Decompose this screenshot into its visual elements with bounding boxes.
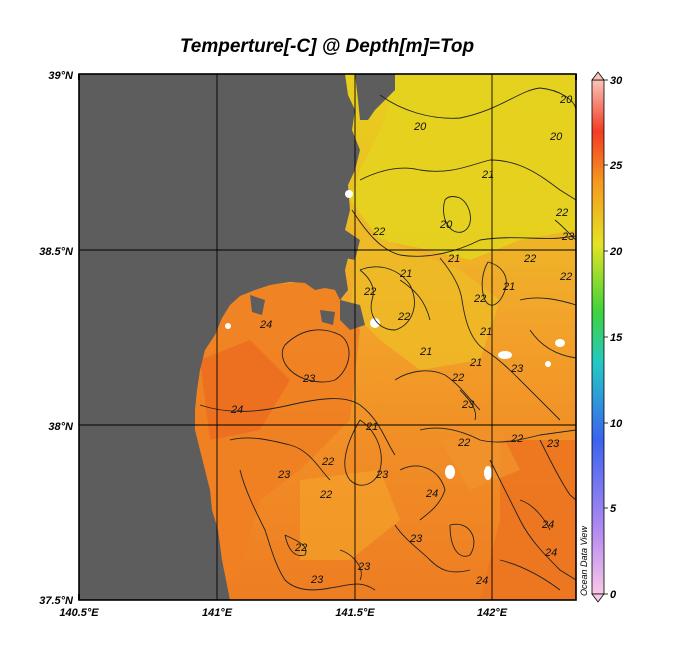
map-frame	[78, 73, 577, 601]
contour-label: 20	[413, 121, 427, 133]
colorbar-tick: 25	[609, 160, 623, 172]
contour-label: 22	[363, 286, 376, 298]
map-title: Temperture[-C] @ Depth[m]=Top	[179, 36, 475, 57]
colorbar-tick: 10	[610, 418, 623, 430]
contour-label: 22	[473, 293, 486, 305]
contour-label: 23	[277, 469, 291, 481]
contour-label: 21	[481, 169, 494, 181]
contour-label: 22	[523, 253, 536, 265]
colorbar-tick: 15	[610, 332, 623, 344]
lat-tick-label: 39°N	[48, 70, 74, 82]
contour-label: 21	[447, 253, 460, 265]
contour-label: 23	[310, 574, 324, 586]
odv-credit: Ocean Data View	[579, 526, 589, 596]
lon-tick-label: 141°E	[202, 607, 233, 619]
colorbar-max-arrow	[591, 71, 605, 81]
axis-ticks	[78, 74, 577, 600]
contour-label: 24	[259, 319, 272, 331]
isotherm-lines	[199, 87, 576, 591]
contour-label: 21	[479, 326, 492, 338]
contour-label: 21	[365, 421, 378, 433]
contour-label: 22	[510, 433, 523, 445]
contour-label: 23	[510, 363, 524, 375]
contour-label: 21	[399, 268, 412, 280]
contour-label: 23	[357, 561, 371, 573]
lat-tick-label: 38°N	[48, 421, 74, 433]
contour-label: 21	[502, 281, 515, 293]
contour-label: 23	[546, 438, 560, 450]
colorbar-tick: 5	[610, 503, 617, 515]
contour-label: 22	[294, 542, 307, 554]
contour-labels: 20 20 20 21 22 22 23 22 21 21 20 22 22 2…	[230, 94, 575, 587]
colorbar: 30 25 20 15 10 5 0	[591, 71, 623, 603]
lon-tick-label: 140.5°E	[59, 607, 99, 619]
contour-label: 24	[475, 575, 488, 587]
contour-label: 22	[559, 271, 572, 283]
land-mass	[79, 74, 360, 600]
contour-label: 22	[319, 489, 332, 501]
lon-tick-label: 141.5°E	[335, 607, 375, 619]
contour-label: 24	[541, 519, 554, 531]
colorbar-tick: 20	[609, 246, 623, 258]
contour-label: 22	[321, 456, 334, 468]
contour-label: 24	[425, 488, 438, 500]
contour-label: 20	[559, 94, 573, 106]
contour-label: 23	[302, 373, 316, 385]
contour-label: 23	[375, 469, 389, 481]
contour-label: 23	[461, 399, 475, 411]
colorbar-min-arrow	[591, 593, 605, 603]
contour-label: 24	[544, 547, 557, 559]
contour-label: 23	[409, 533, 423, 545]
lon-tick-label: 142°E	[477, 607, 508, 619]
contour-label: 22	[397, 311, 410, 323]
contour-label: 23	[561, 231, 575, 243]
contour-label: 22	[457, 437, 470, 449]
contour-label: 21	[469, 357, 482, 369]
lat-tick-label: 38.5°N	[39, 246, 74, 258]
contour-label: 22	[372, 226, 385, 238]
temperature-field	[79, 74, 576, 600]
contour-label: 20	[549, 131, 563, 143]
contour-label: 22	[555, 207, 568, 219]
contour-label: 24	[230, 404, 243, 416]
lat-tick-label: 37.5°N	[39, 595, 74, 607]
contour-label: 22	[451, 372, 464, 384]
colorbar-tick: 30	[610, 75, 623, 87]
colorbar-tick: 0	[610, 589, 617, 601]
contour-label: 21	[419, 346, 432, 358]
contour-label: 20	[439, 219, 453, 231]
graticule	[79, 74, 576, 600]
